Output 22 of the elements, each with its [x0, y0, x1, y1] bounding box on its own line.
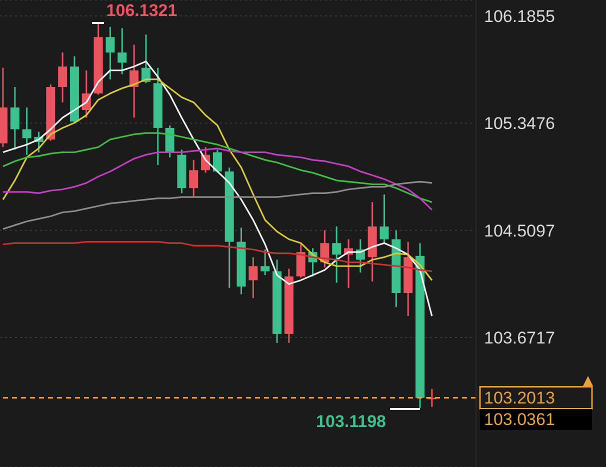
- y-tick-label: 103.6717: [484, 328, 555, 348]
- y-tick-label: 106.1855: [484, 6, 555, 26]
- candlestick: [332, 226, 342, 284]
- candlestick: [189, 159, 198, 198]
- candlestick: [248, 256, 258, 299]
- candlestick: [380, 194, 389, 244]
- candlestick: [22, 106, 32, 156]
- candlestick: [118, 27, 127, 75]
- y-tick-label: 105.3476: [484, 114, 555, 134]
- candlestick: [106, 26, 115, 80]
- y-tick-label: 104.5097: [484, 221, 555, 240]
- candlestick: [260, 248, 270, 276]
- annotation: 103.1198: [316, 412, 386, 432]
- candlestick: [10, 86, 20, 150]
- line-series: [2, 60, 433, 317]
- line-series: [2, 241, 433, 272]
- candlestick: [212, 148, 222, 174]
- line-series: [2, 180, 433, 230]
- candlestick: [58, 52, 68, 104]
- text: 103.0361: [480, 408, 592, 430]
- ref-line-label: 103.2013: [484, 388, 555, 408]
- annotation: 106.1321: [106, 0, 178, 21]
